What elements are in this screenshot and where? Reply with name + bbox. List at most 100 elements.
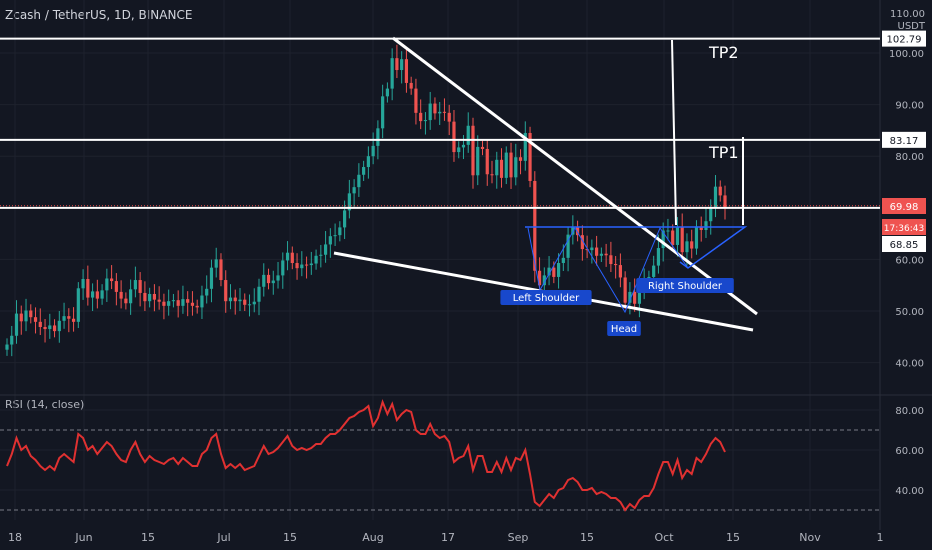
candle-body <box>390 58 394 89</box>
candle-body <box>628 291 632 303</box>
pattern-label-box <box>636 278 734 293</box>
candle-body <box>542 275 546 286</box>
candle-body <box>438 111 442 114</box>
candle-body <box>110 278 114 282</box>
candle-body <box>709 207 713 222</box>
neckline-tag <box>882 236 926 252</box>
y-tick-label: 80.00 <box>895 152 924 163</box>
candle-body <box>699 226 703 230</box>
candle-body <box>385 88 389 97</box>
candle-body <box>114 281 118 292</box>
level-83-tag <box>882 131 926 148</box>
candle-body <box>304 264 309 266</box>
rsi-title: RSI (14, close) <box>5 398 85 411</box>
candle-body <box>452 121 456 153</box>
candle-body <box>266 274 271 284</box>
candle-body <box>71 318 76 322</box>
candle-body <box>652 265 656 277</box>
candle-body <box>423 120 428 122</box>
axes: 40.0050.0060.0070.0080.0090.00100.0040.0… <box>8 30 926 544</box>
candle-body <box>309 263 313 266</box>
candle-body <box>566 234 570 258</box>
rsi-tick-label: 80.00 <box>895 406 924 417</box>
candle-body <box>252 301 256 305</box>
rsi-pane <box>0 398 880 512</box>
candle-body <box>656 248 661 266</box>
candle-body <box>371 145 375 157</box>
candle-body <box>504 152 508 178</box>
candle-body <box>575 226 580 236</box>
candle-body <box>133 280 137 290</box>
candle-body <box>514 157 518 178</box>
candle-body <box>271 280 275 284</box>
candle-body <box>57 320 61 332</box>
candle-body <box>480 146 485 149</box>
x-tick-label: 17 <box>441 531 455 544</box>
candle-body <box>680 226 684 253</box>
symbol-title: Zcash / TetherUS, 1D, BINANCE <box>5 8 193 22</box>
y-tick-label: 90.00 <box>895 101 924 112</box>
candle-body <box>124 298 128 304</box>
candle-body <box>138 280 142 293</box>
candle-body <box>14 313 19 336</box>
candle-body <box>200 295 204 308</box>
x-tick-label: Jun <box>74 531 92 544</box>
x-tick-label: 15 <box>726 531 740 544</box>
candle-body <box>152 293 157 300</box>
candle-body <box>347 193 351 211</box>
candle-body <box>262 274 266 287</box>
candle-body <box>285 252 290 261</box>
candle-body <box>723 195 727 208</box>
candle-body <box>614 264 618 266</box>
candle-body <box>357 174 361 188</box>
candle-body <box>209 267 214 289</box>
countdown-tag-text: 17:36:43 <box>884 224 924 234</box>
tp2-projection <box>671 39 677 226</box>
x-tick-label: 15 <box>580 531 594 544</box>
candle-body <box>319 254 323 256</box>
upper-trendline <box>392 36 758 316</box>
candle-body <box>675 226 680 245</box>
candle-body <box>176 300 180 306</box>
candle-body <box>666 230 670 232</box>
candle-body <box>609 255 613 265</box>
rsi-line <box>6 398 726 512</box>
y-tick-label: 60.00 <box>895 255 924 266</box>
rsi-tick-label: 60.00 <box>895 446 924 457</box>
candle-body <box>466 125 470 145</box>
candle-body <box>228 297 233 302</box>
neckline <box>525 226 748 269</box>
candle-body <box>485 148 489 175</box>
candle-body <box>528 132 532 181</box>
candle-body <box>661 230 665 249</box>
candle-body <box>295 263 299 269</box>
candle-body <box>181 299 185 306</box>
candle-body <box>604 253 608 256</box>
candle-body <box>33 317 38 322</box>
candle-body <box>537 270 542 286</box>
level-102-tag <box>882 30 926 47</box>
candle-body <box>476 146 480 176</box>
candle-body <box>580 235 584 250</box>
tp2-label: TP2 <box>708 43 739 62</box>
candle-body <box>105 278 109 291</box>
candle-body <box>671 230 675 245</box>
neckline-tag-text: 68.85 <box>890 240 919 251</box>
candle-body <box>509 152 513 178</box>
pattern-label-box <box>500 290 592 305</box>
candle-body <box>29 310 33 318</box>
candle-body <box>86 279 90 298</box>
candle-body <box>694 226 699 249</box>
candle-body <box>409 82 413 89</box>
tp1-label: TP1 <box>708 143 739 162</box>
price-unit: 110.00 USDT <box>890 9 925 33</box>
drawings: TP2 TP1 Left Shoulder Head Right Shoulder <box>0 36 880 336</box>
x-tick-label: Aug <box>362 531 383 544</box>
candle-body <box>419 112 423 122</box>
candle-body <box>38 321 42 327</box>
candle-body <box>685 241 689 253</box>
candle-body <box>533 180 537 271</box>
candle-body <box>162 301 166 306</box>
candle-body <box>76 288 80 322</box>
